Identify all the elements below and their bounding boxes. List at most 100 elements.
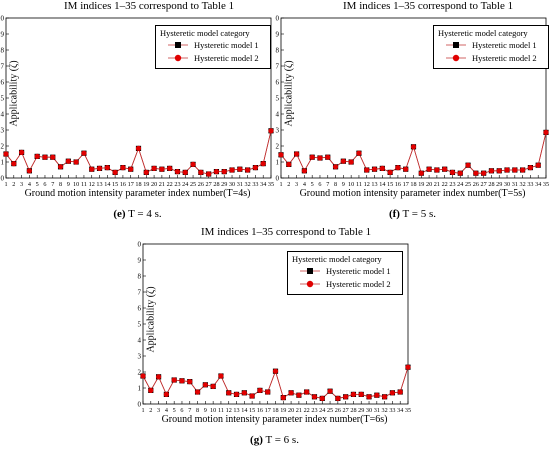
data-point-model-2	[148, 387, 154, 393]
x-tick-label: 23	[311, 407, 317, 414]
x-tick-label: 34	[535, 181, 541, 188]
plot-area: 0123456789101234567891011121314151617181…	[0, 15, 274, 189]
x-tick-label: 30	[504, 181, 510, 188]
x-tick-label: 28	[488, 181, 494, 188]
y-tick-label: 9	[1, 31, 5, 39]
panel-g: IM indices 1–35 correspond to Table 1 Ap…	[137, 226, 412, 452]
data-point-model-2	[280, 395, 286, 401]
data-point-model-2	[268, 128, 274, 134]
x-tick-label: 33	[389, 407, 395, 414]
panel-f: IM indices 1–35 correspond to Table 1 Ap…	[275, 0, 550, 225]
data-point-model-2	[473, 170, 479, 176]
y-tick-label: 7	[276, 63, 280, 71]
caption-label: (f)	[388, 208, 400, 220]
chart-title: IM indices 1–35 correspond to Table 1	[201, 226, 372, 238]
data-point-model-2	[163, 391, 169, 397]
y-tick-label: 8	[276, 47, 280, 55]
y-tick-label: 10	[137, 241, 142, 249]
data-point-model-2	[190, 161, 196, 167]
x-tick-label: 30	[229, 181, 235, 188]
data-point-model-2	[405, 364, 411, 370]
data-point-model-2	[442, 166, 448, 172]
x-tick-label: 20	[426, 181, 432, 188]
data-point-model-2	[182, 169, 188, 175]
data-point-model-2	[543, 129, 549, 135]
legend-item-model-1: Hysteretic model 1	[326, 266, 391, 276]
x-tick-label: 1	[4, 181, 7, 188]
data-point-model-2	[426, 166, 432, 172]
x-tick-label: 13	[96, 181, 102, 188]
data-point-model-2	[397, 389, 403, 395]
x-tick-label: 18	[410, 181, 416, 188]
x-tick-label: 4	[303, 181, 306, 188]
legend-marker-model-2	[300, 280, 320, 288]
data-point-model-2	[112, 169, 118, 175]
data-point-model-2	[3, 151, 9, 157]
data-point-model-2	[128, 166, 134, 172]
data-point-model-2	[202, 382, 208, 388]
data-point-model-2	[389, 390, 396, 396]
legend-title: Hysteretic model category	[292, 254, 382, 264]
x-tick-label: 27	[206, 181, 212, 188]
x-tick-label: 9	[342, 181, 345, 188]
y-tick-label: 3	[276, 127, 280, 135]
data-point-model-2	[206, 171, 212, 177]
y-tick-label: 0	[138, 401, 142, 409]
data-point-model-2	[233, 391, 240, 397]
x-tick-label: 10	[73, 181, 79, 188]
y-tick-label: 7	[138, 289, 142, 297]
data-point-model-2	[535, 162, 541, 168]
y-tick-label: 1	[276, 159, 280, 167]
data-point-model-2	[286, 161, 292, 167]
data-point-model-2	[387, 169, 393, 175]
legend: Hysteretic model category Hysteretic mod…	[433, 25, 549, 69]
data-point-model-2	[301, 168, 307, 174]
caption-text: T = 6 s.	[265, 434, 299, 446]
data-point-model-2	[296, 392, 302, 398]
y-tick-label: 0	[1, 175, 5, 183]
x-tick-label: 10	[210, 407, 216, 414]
x-tick-label: 6	[318, 181, 321, 188]
data-point-model-2	[348, 159, 354, 165]
y-tick-label: 1	[138, 385, 142, 393]
data-point-model-2	[481, 170, 487, 176]
data-point-model-2	[309, 154, 315, 160]
x-tick-label: 21	[296, 407, 302, 414]
y-tick-label: 4	[138, 337, 142, 345]
legend-marker-model-1	[300, 268, 320, 274]
plot-area: 0123456789101234567891011121314151617181…	[275, 15, 549, 189]
x-tick-label: 8	[196, 407, 199, 414]
x-tick-label: 14	[379, 181, 385, 188]
x-tick-label: 8	[334, 181, 337, 188]
data-point-model-2	[26, 168, 32, 174]
data-point-model-2	[410, 144, 417, 150]
data-point-model-2	[143, 169, 149, 175]
x-tick-label: 22	[167, 181, 173, 188]
y-tick-label: 9	[138, 257, 142, 265]
x-tick-label: 32	[245, 181, 251, 188]
data-point-model-2	[226, 390, 232, 396]
plot-area: 0123456789101234567891011121314151617181…	[137, 241, 411, 415]
data-point-model-2	[50, 154, 56, 160]
x-tick-label: 7	[326, 181, 329, 188]
x-tick-label: 4	[28, 181, 31, 188]
data-point-model-2	[434, 167, 440, 173]
x-tick-label: 33	[252, 181, 258, 188]
x-tick-label: 3	[295, 181, 298, 188]
x-tick-label: 28	[213, 181, 219, 188]
data-point-model-2	[179, 378, 185, 384]
data-point-model-2	[358, 391, 364, 397]
x-tick-label: 24	[319, 407, 325, 414]
data-point-model-2	[382, 394, 388, 400]
data-point-model-2	[366, 394, 372, 400]
data-point-model-2	[151, 165, 157, 171]
x-axis-label: Ground motion intensity parameter index …	[161, 414, 388, 425]
y-tick-label: 5	[138, 321, 142, 329]
data-point-model-2	[241, 390, 247, 396]
x-tick-label: 23	[174, 181, 180, 188]
data-point-model-2	[140, 373, 146, 379]
x-tick-label: 29	[496, 181, 502, 188]
x-tick-label: 6	[43, 181, 46, 188]
x-tick-label: 19	[418, 181, 424, 188]
data-point-model-2	[379, 165, 385, 171]
